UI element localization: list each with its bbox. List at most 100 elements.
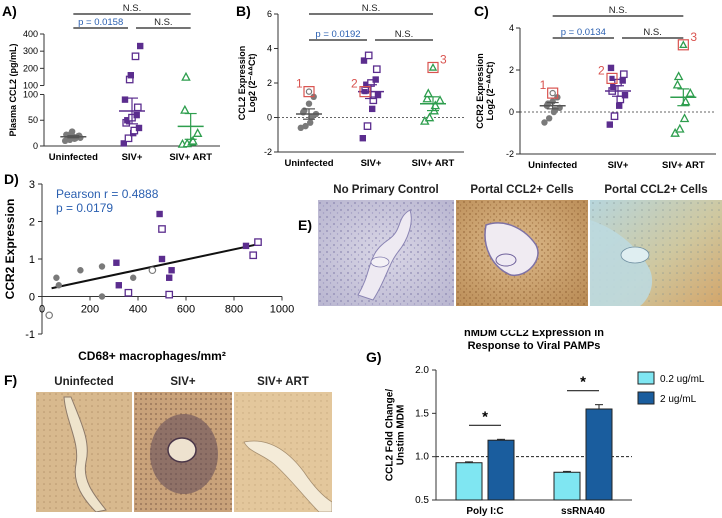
x-category-label: SIV+ ART	[662, 160, 705, 171]
legend-label: 0.2 ug/mL	[660, 374, 705, 385]
ns-label: N.S.	[123, 3, 141, 14]
regression-line	[51, 243, 256, 290]
x-tick-label: 600	[177, 304, 195, 316]
y-tick-label: 3	[29, 179, 35, 191]
x-category-label: Uninfected	[49, 152, 98, 163]
data-point-siv-	[359, 135, 366, 142]
outlier-box	[547, 87, 559, 99]
scatter-point	[158, 225, 166, 233]
scatter-point	[130, 274, 137, 281]
y-tick-label-upper: 400	[23, 29, 38, 39]
y-tick-label-lower: 100	[23, 89, 38, 99]
data-point-siv-	[607, 64, 615, 72]
x-axis-label: CD68+ macrophages/mm²	[78, 349, 226, 362]
bar-0-2-ug-mL	[455, 462, 483, 501]
data-point-siv-	[369, 105, 376, 113]
data-point-siv-	[619, 77, 626, 84]
data-point-siv-	[124, 134, 133, 143]
data-point-siv-	[131, 52, 140, 61]
scatter-point	[53, 274, 60, 281]
data-point-siv-art	[675, 123, 685, 133]
histology-f2-image	[134, 392, 232, 512]
data-point-siv-	[374, 91, 382, 99]
x-category-label: Uninfected	[284, 158, 333, 169]
outlier-number: 1	[296, 77, 303, 91]
data-point-uninfected	[541, 119, 548, 126]
chart-title-1: Response to Viral PAMPs	[468, 340, 601, 352]
y-tick-label: 0	[509, 107, 514, 117]
data-point-siv-	[606, 121, 613, 128]
y-tick-label-lower: 50	[28, 115, 38, 125]
data-point-uninfected	[545, 115, 553, 122]
scatter-point	[98, 263, 106, 270]
y-tick-label-upper: 200	[23, 63, 38, 73]
x-tick-label: 200	[81, 304, 99, 316]
data-point-siv-art	[670, 127, 680, 137]
y-axis-label-line-0: CCR2 Expression	[3, 199, 17, 300]
x-category-label: SIV+ ART	[169, 152, 212, 163]
data-point-siv-	[133, 103, 142, 112]
x-tick-label: 1000	[270, 304, 294, 316]
outlier-point	[362, 89, 368, 95]
scatter-point	[156, 210, 163, 218]
y-tick-label-upper: 300	[23, 46, 38, 56]
data-point-siv-	[616, 102, 623, 109]
data-point-siv-	[124, 117, 131, 124]
y-axis-label-line-1: Log2 (2⁻ᐞᐞCt)	[485, 61, 495, 120]
ns-label: N.S.	[395, 29, 413, 40]
y-tick-label-upper: 100	[23, 81, 38, 91]
data-point-siv-art	[679, 113, 690, 123]
y-tick-label: 4	[267, 44, 272, 54]
p-value-label: p = 0.0158	[78, 17, 123, 28]
outlier-number: 1	[540, 78, 547, 92]
y-tick-label: 1.0	[415, 452, 429, 463]
significance-star: *	[482, 408, 488, 425]
data-point-siv-	[610, 83, 617, 90]
histology-f-uninfected	[36, 392, 132, 512]
y-tick-label: 0	[29, 292, 35, 304]
scatter-point	[168, 267, 175, 274]
data-point-siv-art	[422, 93, 432, 103]
y-axis-label-line-0: CCL2 Fold Change/	[385, 389, 396, 481]
bar-0-2-ug-mL	[553, 471, 581, 501]
ns-label: N.S.	[154, 17, 172, 28]
scatter-point	[166, 274, 173, 281]
data-point-siv-	[127, 72, 134, 79]
data-point-siv-	[135, 124, 143, 132]
histology-f-siv-art	[234, 392, 332, 512]
x-category-label: SIV+	[122, 152, 143, 163]
histology-f-siv	[134, 392, 232, 512]
data-point-siv-art	[673, 71, 684, 81]
data-point-siv-	[610, 112, 619, 121]
scatter-point	[113, 259, 120, 266]
data-point-siv-	[121, 96, 129, 103]
y-tick-label: 2	[29, 217, 35, 229]
data-point-siv-	[137, 42, 144, 50]
outlier-point	[428, 63, 438, 71]
panel-f-title-2: SIV+	[170, 376, 196, 388]
panel-e-title-3: Portal CCL2+ Cells	[604, 184, 708, 196]
outlier-point	[305, 88, 313, 95]
data-point-siv-art	[180, 104, 190, 114]
scatter-point	[98, 293, 106, 300]
scatter-point	[249, 251, 258, 260]
outlier-number: 2	[351, 77, 358, 91]
x-category-label: Poly I:C	[466, 506, 503, 517]
x-category-label: SIV+	[361, 158, 382, 169]
panel-e-title-2: Portal CCL2+ Cells	[470, 184, 574, 196]
data-point-siv-	[372, 65, 381, 74]
outlier-number: 3	[440, 52, 447, 66]
y-axis-label: Plasma CCL2 (pg/mL)	[8, 43, 18, 136]
scatter-point	[45, 311, 54, 320]
outlier-point	[679, 40, 688, 49]
outlier-number: 3	[690, 30, 697, 44]
x-tick-label: 800	[225, 304, 243, 316]
data-point-siv-	[364, 51, 373, 60]
outlier-box	[677, 39, 689, 51]
data-point-siv-	[372, 76, 379, 83]
x-category-label: Uninfected	[528, 160, 577, 171]
chart-b-ccl2-expression: -2 0 2 4 6 CCL2 Expression Log2 (2⁻ᐞᐞCt) Uninfe…	[237, 3, 464, 169]
outlier-box	[359, 86, 371, 98]
